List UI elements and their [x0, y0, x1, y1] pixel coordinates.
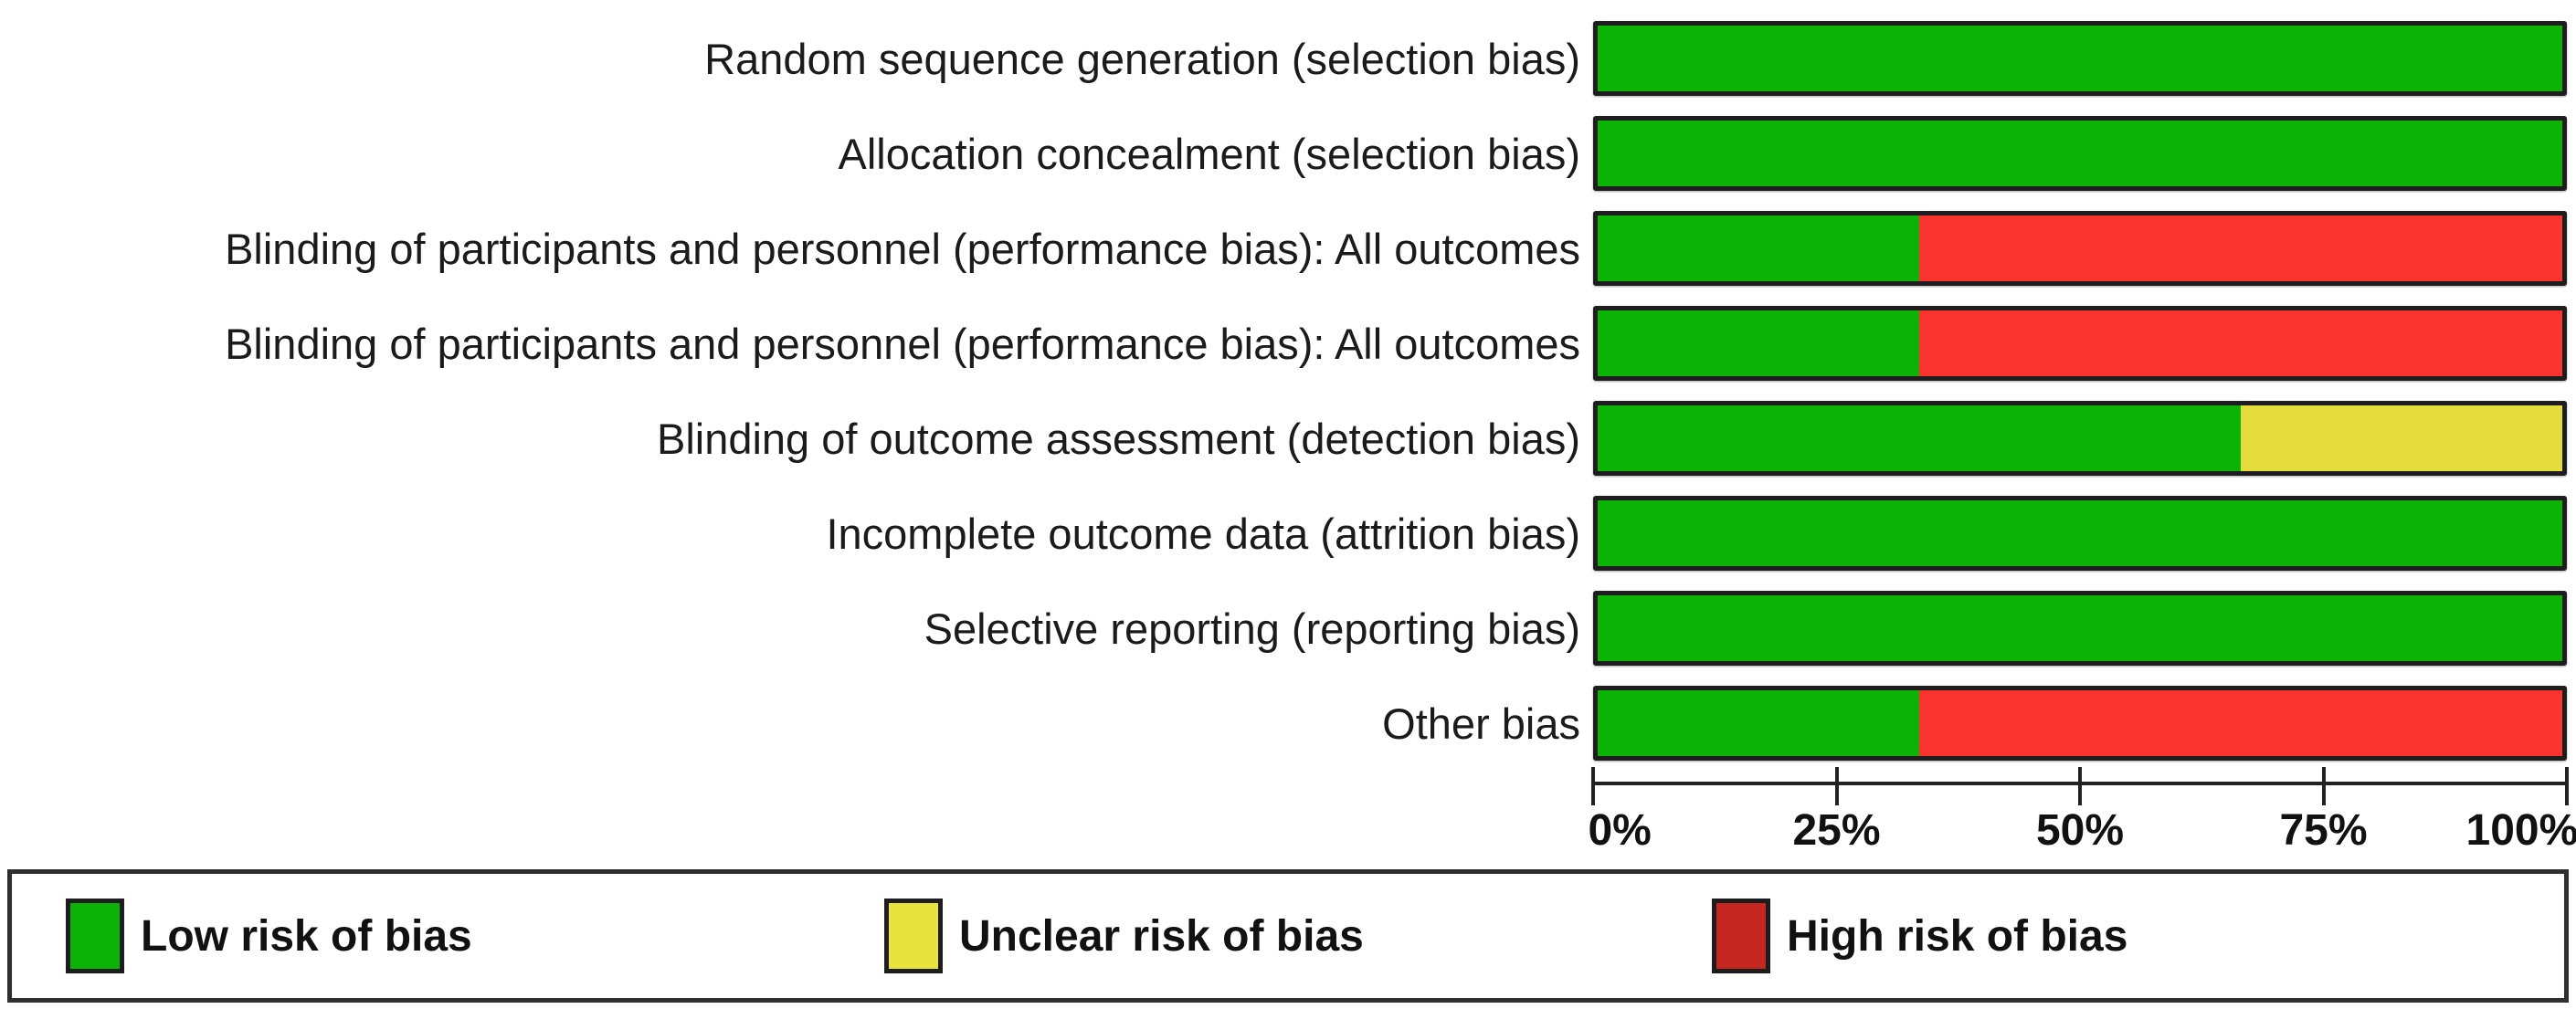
legend-label: Unclear risk of bias: [959, 911, 1364, 961]
axis-tick-label: 0%: [1588, 806, 1652, 855]
stacked-bar: [1593, 496, 2567, 571]
category-label: Incomplete outcome data (attrition bias): [826, 509, 1580, 558]
bar-segment-unclear-risk: [2241, 405, 2562, 471]
axis-tick-label: 75%: [2279, 806, 2368, 855]
axis-tick-label: 100%: [2465, 806, 2576, 855]
legend-label: High risk of bias: [1787, 911, 2128, 961]
chart-row: Other bias: [0, 676, 2567, 771]
bar-segment-high-risk: [1918, 310, 2562, 376]
bar-segment-low-risk: [1598, 26, 2562, 91]
category-label: Blinding of outcome assessment (detectio…: [656, 414, 1580, 463]
stacked-bar: [1593, 211, 2567, 286]
axis-tick: [1591, 767, 1595, 805]
category-label: Blinding of participants and personnel (…: [225, 224, 1580, 273]
category-label: Random sequence generation (selection bi…: [704, 34, 1580, 83]
chart-row: Blinding of participants and personnel (…: [0, 201, 2567, 296]
bar-segment-low-risk: [1598, 690, 1919, 756]
chart-row: Selective reporting (reporting bias): [0, 581, 2567, 676]
category-label: Blinding of participants and personnel (…: [225, 319, 1580, 368]
category-label: Selective reporting (reporting bias): [924, 604, 1580, 653]
legend-label: Low risk of bias: [141, 911, 472, 961]
legend-item-unclear-risk: Unclear risk of bias: [884, 874, 1364, 998]
bar-segment-low-risk: [1598, 595, 2562, 661]
bar-segment-low-risk: [1598, 500, 2562, 566]
axis-tick: [2078, 767, 2082, 805]
legend-item-low-risk: Low risk of bias: [66, 874, 472, 998]
bar-segment-low-risk: [1598, 215, 1919, 281]
chart-row: Blinding of outcome assessment (detectio…: [0, 391, 2567, 486]
stacked-bar: [1593, 306, 2567, 381]
axis-tick-label: 25%: [1792, 806, 1881, 855]
legend-swatch-unclear-risk: [884, 899, 943, 973]
bar-rows-container: Random sequence generation (selection bi…: [0, 11, 2567, 771]
bar-segment-low-risk: [1598, 121, 2562, 186]
bar-segment-high-risk: [1918, 215, 2562, 281]
bar-segment-low-risk: [1598, 310, 1919, 376]
chart-row: Random sequence generation (selection bi…: [0, 11, 2567, 106]
stacked-bar: [1593, 21, 2567, 96]
x-axis: 0% 25% 50% 75% 100%: [1588, 767, 2576, 855]
legend-swatch-high-risk: [1712, 899, 1770, 973]
stacked-bar: [1593, 116, 2567, 191]
axis-tick-label: 50%: [2035, 806, 2125, 855]
chart-row: Incomplete outcome data (attrition bias): [0, 486, 2567, 581]
bar-segment-high-risk: [1918, 690, 2562, 756]
legend-box: Low risk of bias Unclear risk of bias High…: [7, 869, 2569, 1003]
category-label: Allocation concealment (selection bias): [838, 129, 1580, 178]
legend-item-high-risk: High risk of bias: [1712, 874, 2127, 998]
chart-row: Blinding of participants and personnel (…: [0, 296, 2567, 391]
axis-tick: [2321, 767, 2326, 805]
bar-segment-low-risk: [1598, 405, 2242, 471]
axis-tick: [2565, 767, 2569, 805]
stacked-bar: [1593, 686, 2567, 761]
chart-row: Allocation concealment (selection bias): [0, 106, 2567, 201]
stacked-bar: [1593, 591, 2567, 666]
category-label: Other bias: [1382, 699, 1580, 748]
axis-tick: [1834, 767, 1839, 805]
stacked-bar: [1593, 401, 2567, 476]
legend-swatch-low-risk: [66, 899, 124, 973]
